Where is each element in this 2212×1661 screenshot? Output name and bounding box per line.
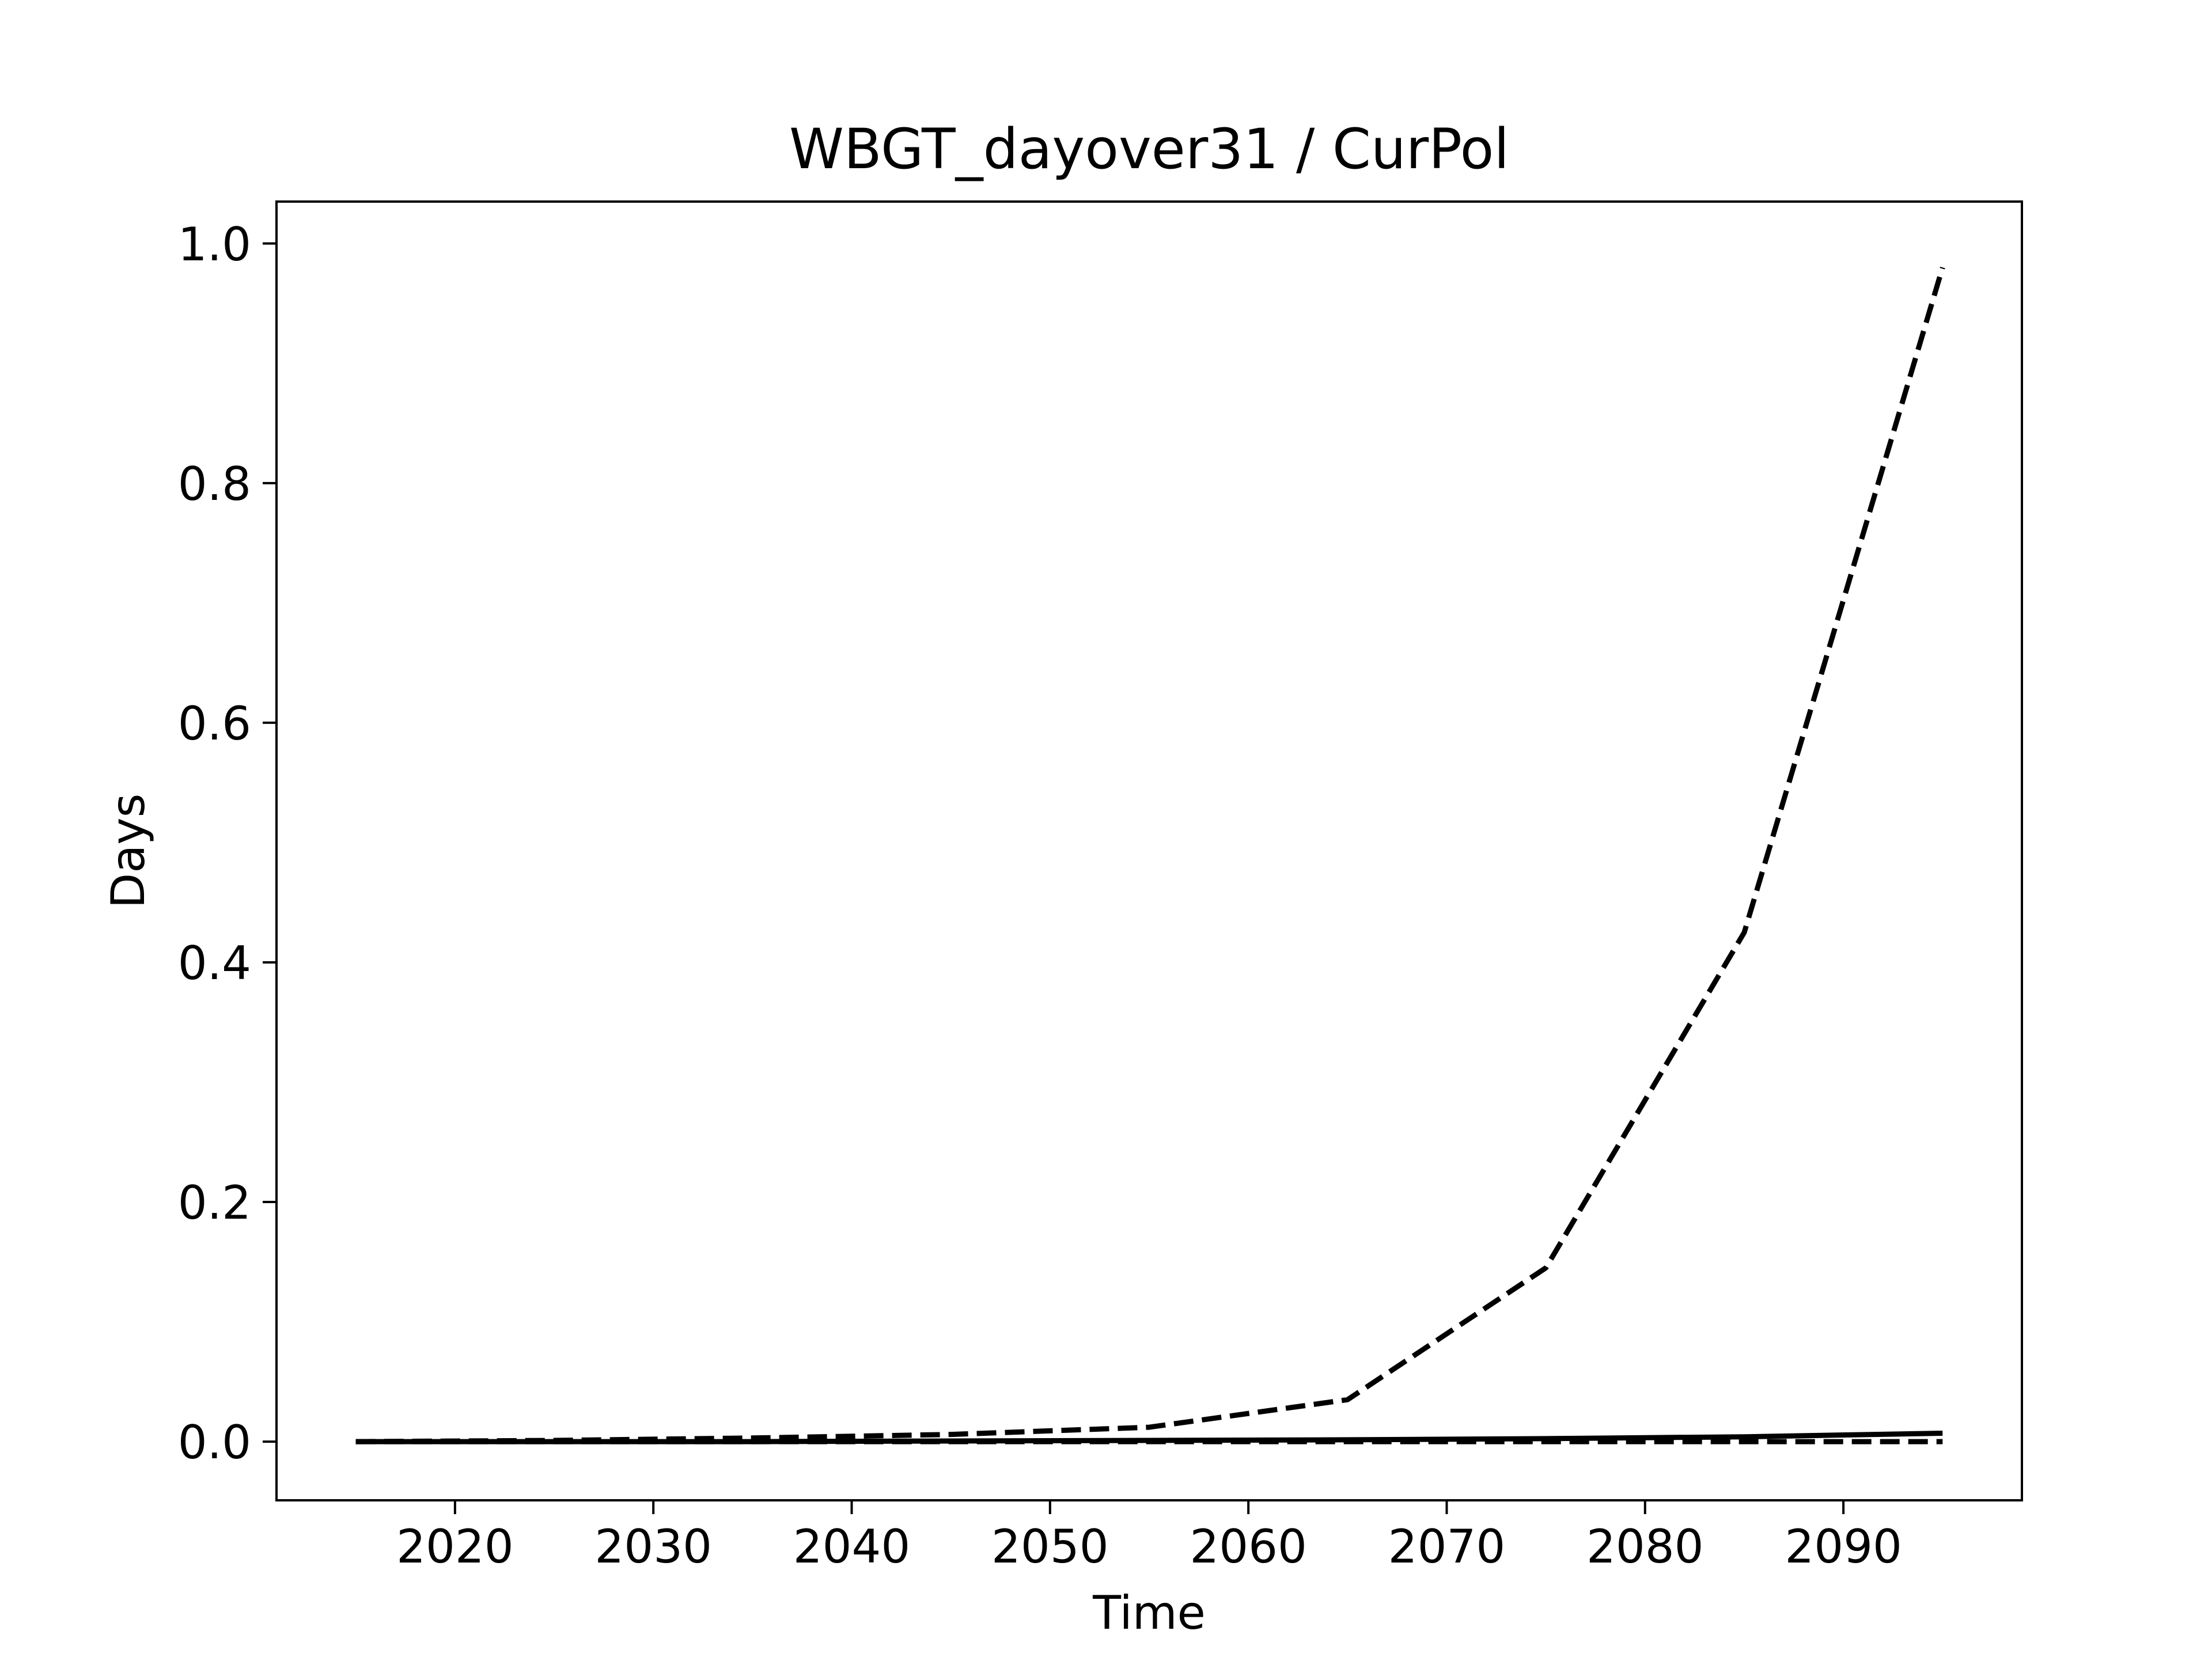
x-tick-label: 2060 (1190, 1520, 1307, 1573)
series-layer (355, 267, 1945, 1444)
x-axis: 2020 2030 2040 2050 2060 2070 2080 2090 (396, 1500, 1902, 1573)
x-tick-label: 2020 (396, 1520, 514, 1573)
x-tick-label: 2080 (1586, 1520, 1704, 1573)
x-tick-label: 2030 (594, 1520, 712, 1573)
y-tick-label: 0.8 (178, 457, 251, 511)
y-tick-label: 0.2 (178, 1176, 251, 1230)
x-tick-label: 2050 (991, 1520, 1109, 1573)
chart-title: WBGT_dayover31 / CurPol (789, 117, 1509, 181)
plot-frame (275, 200, 2023, 1501)
y-tick-label: 0.6 (178, 697, 251, 750)
y-tick-label: 1.0 (178, 218, 251, 271)
x-tick-label: 2090 (1785, 1520, 1902, 1573)
x-tick-label: 2040 (793, 1520, 911, 1573)
x-axis-label: Time (1092, 1586, 1206, 1640)
y-axis-label: Days (101, 794, 155, 909)
y-tick-label: 0.4 (178, 936, 251, 990)
y-tick-label: 0.0 (178, 1416, 251, 1469)
y-axis: 0.0 0.2 0.4 0.6 0.8 1.0 (178, 218, 276, 1469)
x-tick-label: 2070 (1388, 1520, 1506, 1573)
